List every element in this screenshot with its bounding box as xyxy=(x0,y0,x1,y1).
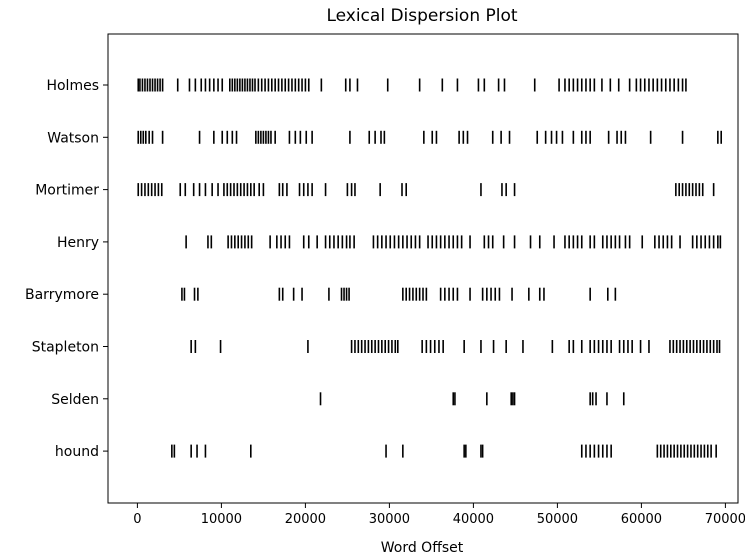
x-tick-label: 10000 xyxy=(201,512,242,527)
y-tick-label-hound: hound xyxy=(55,444,99,460)
series-holmes xyxy=(137,78,687,92)
series-barrymore xyxy=(181,287,617,301)
y-tick-label-holmes: Holmes xyxy=(46,78,99,94)
x-tick-label: 20000 xyxy=(285,512,326,527)
x-tick-label: 0 xyxy=(133,512,141,527)
series-henry xyxy=(185,235,722,249)
series-watson xyxy=(137,130,723,144)
x-tick-label: 60000 xyxy=(621,512,662,527)
series-mortimer xyxy=(137,183,715,197)
y-axis: Holmes Watson Mortimer Henry Barrymore Staple… xyxy=(25,78,108,460)
dispersion-marks xyxy=(137,78,723,458)
y-tick-label-barrymore: Barrymore xyxy=(25,287,99,303)
x-tick-label: 40000 xyxy=(453,512,494,527)
y-tick-label-henry: Henry xyxy=(57,235,99,251)
x-tick-label: 70000 xyxy=(705,512,745,527)
y-tick-label-mortimer: Mortimer xyxy=(35,183,99,199)
y-tick-label-stapleton: Stapleton xyxy=(32,340,99,356)
y-tick-label-selden: Selden xyxy=(51,392,99,408)
series-stapleton xyxy=(190,340,721,353)
plot-frame xyxy=(107,33,739,504)
series-selden xyxy=(319,392,625,406)
y-tick-label-watson: Watson xyxy=(47,130,99,146)
x-tick-label: 30000 xyxy=(369,512,410,527)
x-axis-label: Word Offset xyxy=(381,540,464,556)
chart-title: Lexical Dispersion Plot xyxy=(326,6,517,26)
x-axis: 0 10000 20000 30000 40000 50000 60000 70000 xyxy=(133,503,745,527)
series-hound xyxy=(171,444,717,458)
x-tick-label: 50000 xyxy=(537,512,578,527)
